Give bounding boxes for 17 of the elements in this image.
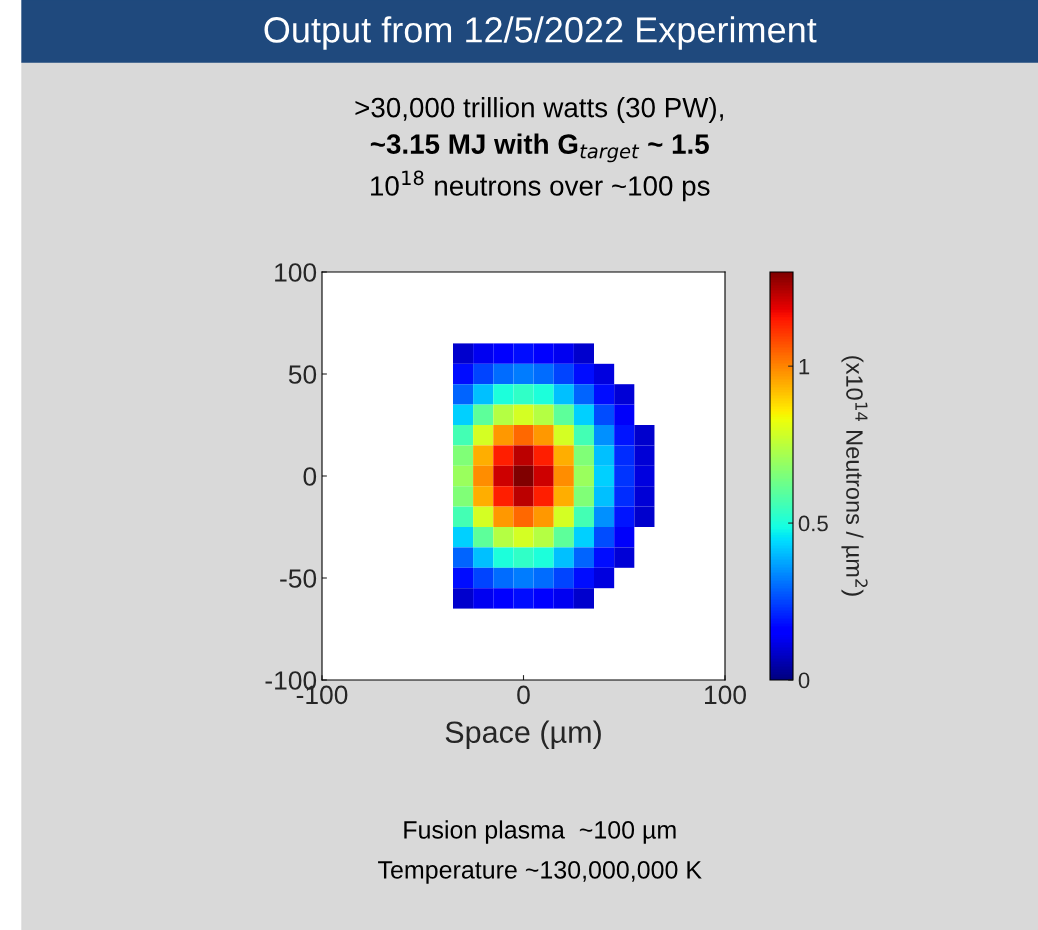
x-tick-label: 100 (705, 685, 746, 705)
text: 10$^{18}$ neutrons over ~100 ps (371, 170, 710, 202)
x-tick-label: 0 (517, 685, 530, 705)
text: ~3.15 MJ with G$_{target}$ ~ 1.5 (370, 133, 709, 163)
text: >30,000 trillion watts (30 PW), (355, 97, 723, 123)
chart-title: Output from 12/5/2022 Experiment (264, 16, 817, 50)
y-tick-label: 50 (288, 365, 317, 384)
text: Temperature ~130,000,000 K (378, 861, 702, 884)
y-tick-label: 100 (275, 263, 317, 282)
color-bar-label: 0 (798, 672, 810, 689)
y-tick-label: -50 (280, 569, 317, 588)
y-tick-label: 0 (303, 467, 317, 486)
color-bar-label: 1 (799, 358, 810, 375)
x-axis-title: Space (µm) (445, 720, 601, 750)
color-bar-label: 0.5 (798, 515, 828, 532)
color-bar-title: (x10$^{14}$ Neutrons / µm$^{2}$) (841, 356, 868, 596)
text: Fusion plasma ~100 µm (404, 820, 676, 844)
